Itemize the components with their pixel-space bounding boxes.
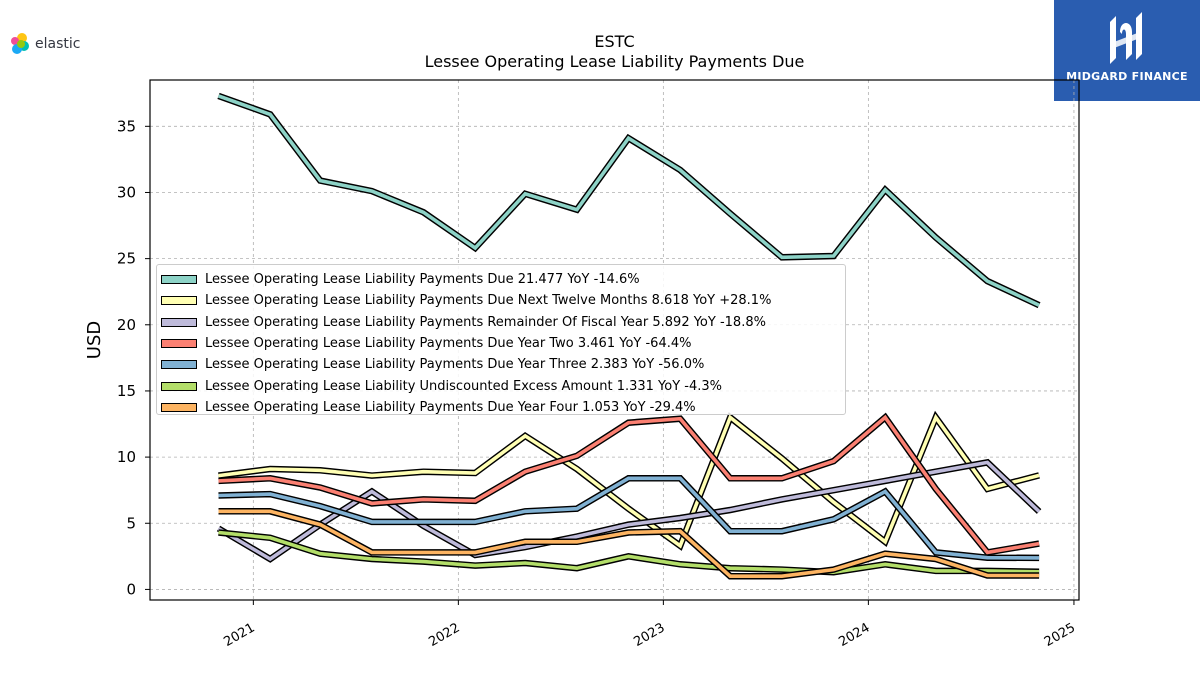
legend-swatch — [161, 317, 197, 327]
chart-legend: Lessee Operating Lease Liability Payment… — [156, 264, 846, 415]
x-tick-label: 2021 — [221, 620, 257, 650]
y-tick-label: 35 — [117, 117, 136, 135]
legend-swatch — [161, 296, 197, 306]
elastic-logo-icon — [11, 33, 29, 54]
legend-item: Lessee Operating Lease Liability Undisco… — [161, 375, 845, 396]
legend-label: Lessee Operating Lease Liability Payment… — [205, 357, 705, 373]
legend-label: Lessee Operating Lease Liability Undisco… — [205, 378, 723, 394]
y-tick-label: 15 — [117, 382, 136, 400]
legend-item: Lessee Operating Lease Liability Payment… — [161, 269, 845, 290]
x-tick-label: 2023 — [631, 620, 667, 650]
legend-item: Lessee Operating Lease Liability Payment… — [161, 397, 845, 418]
series-line-5 — [218, 530, 1040, 575]
legend-swatch — [161, 275, 197, 285]
series-outline-4 — [218, 475, 1040, 562]
legend-label: Lessee Operating Lease Liability Payment… — [205, 293, 772, 309]
series-line-2 — [217, 460, 1041, 562]
legend-label: Lessee Operating Lease Liability Payment… — [205, 272, 640, 288]
y-axis-label: USD — [84, 321, 105, 359]
series-line-4 — [218, 476, 1040, 560]
legend-item: Lessee Operating Lease Liability Payment… — [161, 312, 845, 333]
series-line-1 — [218, 413, 1040, 549]
elastic-logo-text: elastic — [35, 36, 81, 52]
x-tick-label: 2022 — [426, 620, 462, 650]
legend-item: Lessee Operating Lease Liability Payment… — [161, 290, 845, 311]
y-tick-label: 25 — [117, 250, 136, 268]
legend-swatch — [161, 381, 197, 391]
elastic-logo: elastic — [8, 32, 80, 56]
series-line-0 — [217, 94, 1040, 307]
legend-swatch — [161, 402, 197, 412]
legend-label: Lessee Operating Lease Liability Payment… — [205, 314, 766, 330]
legend-swatch — [161, 360, 197, 370]
chart-subtitle: Lessee Operating Lease Liability Payment… — [424, 52, 805, 71]
midgard-finance-logo: MIDGARD FINANCE — [1054, 0, 1200, 101]
y-tick-label: 20 — [117, 316, 136, 334]
y-tick-label: 5 — [126, 514, 136, 532]
midgard-logo-icon — [1110, 12, 1142, 64]
legend-item: Lessee Operating Lease Liability Payment… — [161, 333, 845, 354]
plot-frame — [149, 79, 1080, 601]
legend-label: Lessee Operating Lease Liability Payment… — [205, 336, 692, 352]
x-tick-label: 2024 — [836, 620, 872, 650]
y-tick-label: 0 — [126, 580, 136, 598]
legend-item: Lessee Operating Lease Liability Payment… — [161, 354, 845, 375]
y-tick-label: 30 — [117, 183, 136, 201]
chart-title: ESTC — [594, 32, 635, 51]
series-line-6 — [218, 509, 1040, 579]
midgard-logo-text: MIDGARD FINANCE — [1066, 70, 1188, 83]
series-line-3 — [218, 414, 1040, 555]
y-tick-label: 10 — [117, 448, 136, 466]
x-tick-label: 2025 — [1042, 620, 1078, 650]
legend-label: Lessee Operating Lease Liability Payment… — [205, 399, 696, 415]
legend-swatch — [161, 339, 197, 349]
